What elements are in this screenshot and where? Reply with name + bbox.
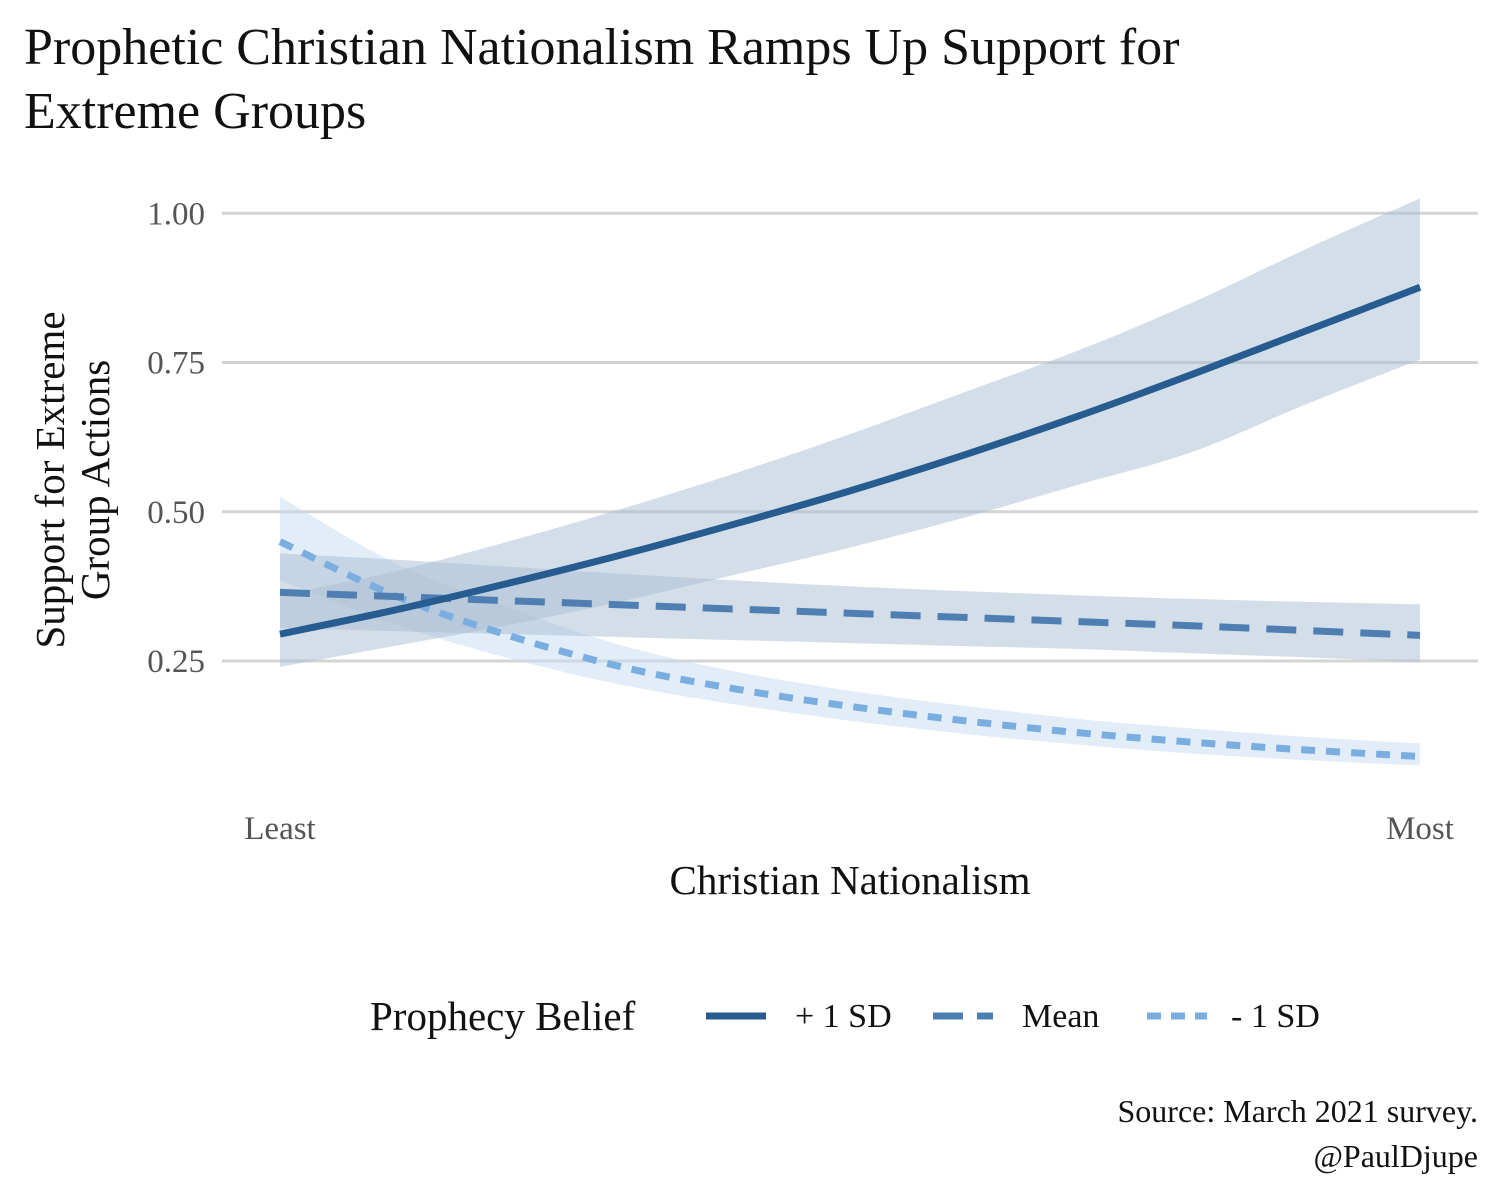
- caption-source: Source: March 2021 survey.: [1118, 1093, 1479, 1129]
- legend: Prophecy Belief + 1 SD Mean - 1 SD: [370, 993, 1320, 1039]
- chart-title-line-2: Extreme Groups: [24, 83, 366, 140]
- y-tick-labels: 0.25 0.50 0.75 1.00: [147, 196, 205, 680]
- y-tick-label: 0.25: [147, 644, 205, 680]
- legend-label: + 1 SD: [795, 998, 892, 1035]
- confidence-band: [280, 198, 1420, 667]
- chart-title-line-1: Prophetic Christian Nationalism Ramps Up…: [24, 19, 1179, 76]
- y-axis-title-line-1: Support for Extreme: [27, 311, 73, 648]
- y-tick-label: 0.50: [147, 495, 205, 531]
- gridlines: [222, 211, 1478, 663]
- x-axis-title: Christian Nationalism: [670, 857, 1031, 903]
- x-tick-label: Least: [244, 811, 315, 847]
- chart-title: Prophetic Christian Nationalism Ramps Up…: [24, 19, 1179, 140]
- series-line: [279, 588, 1421, 639]
- legend-label: Mean: [1022, 998, 1099, 1035]
- series-line: [279, 284, 1422, 638]
- x-tick-labels: Least Most: [244, 811, 1454, 847]
- confidence-bands: [280, 198, 1420, 766]
- x-tick-label: Most: [1386, 811, 1454, 847]
- y-tick-label: 1.00: [147, 196, 205, 232]
- caption-handle: @PaulDjupe: [1313, 1138, 1478, 1174]
- legend-label: - 1 SD: [1231, 998, 1320, 1035]
- legend-title: Prophecy Belief: [370, 993, 636, 1039]
- series-line: [278, 538, 1421, 761]
- y-tick-label: 0.75: [147, 346, 205, 382]
- caption: Source: March 2021 survey. @PaulDjupe: [1118, 1093, 1479, 1174]
- y-axis-title-line-2: Group Actions: [72, 360, 118, 600]
- y-axis-title: Support for Extreme Group Actions: [27, 311, 118, 648]
- series-lines: [278, 284, 1422, 761]
